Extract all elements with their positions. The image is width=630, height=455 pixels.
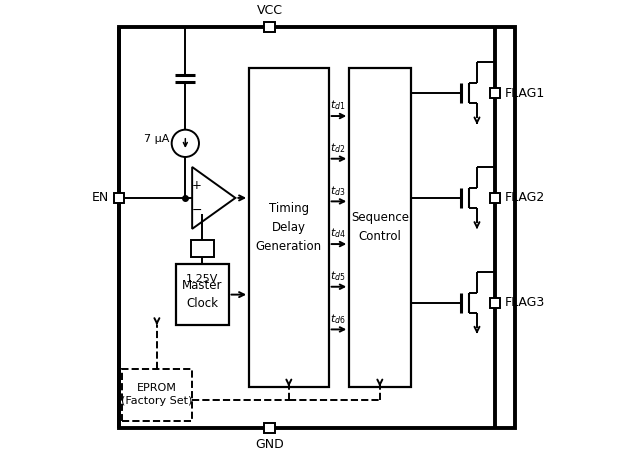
FancyBboxPatch shape <box>490 88 500 98</box>
Text: $t_{d6}$: $t_{d6}$ <box>330 312 346 326</box>
Text: $t_{d5}$: $t_{d5}$ <box>330 269 346 283</box>
Text: $t_{d4}$: $t_{d4}$ <box>330 227 346 240</box>
FancyBboxPatch shape <box>119 27 515 428</box>
FancyBboxPatch shape <box>176 264 229 325</box>
Text: $t_{d2}$: $t_{d2}$ <box>330 141 345 155</box>
FancyBboxPatch shape <box>490 298 500 308</box>
Text: GND: GND <box>255 438 284 451</box>
Text: Master
Clock: Master Clock <box>182 279 222 310</box>
Text: 1.25V: 1.25V <box>186 274 219 284</box>
FancyBboxPatch shape <box>191 240 214 257</box>
Text: −: − <box>192 204 202 217</box>
FancyBboxPatch shape <box>349 68 411 387</box>
FancyBboxPatch shape <box>115 193 124 203</box>
FancyBboxPatch shape <box>249 68 329 387</box>
FancyBboxPatch shape <box>265 22 275 32</box>
Text: Sequence
Control: Sequence Control <box>351 212 409 243</box>
Text: +: + <box>192 179 202 192</box>
Text: EN: EN <box>92 192 110 204</box>
Text: VCC: VCC <box>256 4 282 17</box>
FancyBboxPatch shape <box>122 369 192 421</box>
Text: Timing
Delay
Generation: Timing Delay Generation <box>256 202 322 253</box>
Text: FLAG1: FLAG1 <box>504 87 544 100</box>
Text: FLAG3: FLAG3 <box>504 296 544 309</box>
FancyBboxPatch shape <box>265 423 275 433</box>
Text: FLAG2: FLAG2 <box>504 192 544 204</box>
FancyBboxPatch shape <box>490 193 500 203</box>
Text: $t_{d1}$: $t_{d1}$ <box>330 99 345 112</box>
Text: 7 μA: 7 μA <box>144 134 169 144</box>
Text: $t_{d3}$: $t_{d3}$ <box>330 184 346 198</box>
Text: EPROM
(Factory Set): EPROM (Factory Set) <box>121 383 193 406</box>
